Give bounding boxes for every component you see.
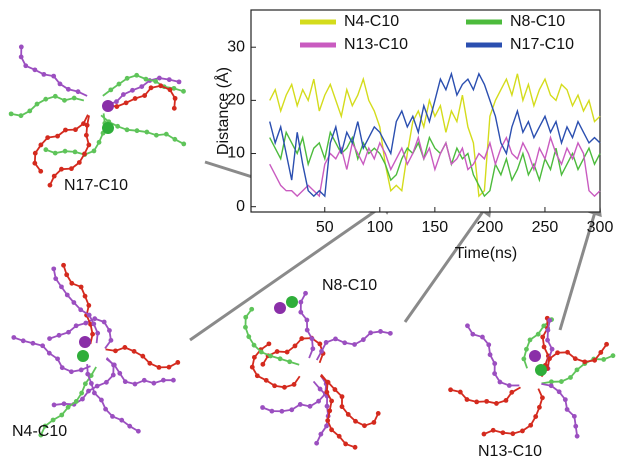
ion <box>286 296 298 308</box>
x-tick-label: 200 <box>477 219 504 236</box>
legend-label: N13-C10 <box>344 36 408 53</box>
atom <box>18 44 24 50</box>
y-tick-label: 20 <box>227 92 245 109</box>
legend-label: N4-C10 <box>344 13 399 30</box>
atom <box>574 433 580 439</box>
atom <box>61 262 66 268</box>
atom <box>38 432 44 438</box>
molecule-drawings <box>8 44 616 450</box>
atom <box>38 168 44 174</box>
atom <box>47 336 52 342</box>
ion <box>77 350 89 362</box>
arrow <box>189 203 385 342</box>
plot <box>251 46 601 212</box>
x-tick-label: 250 <box>532 219 559 236</box>
atom <box>481 431 487 437</box>
atom <box>547 317 553 323</box>
atom <box>249 306 255 312</box>
atom <box>153 132 159 138</box>
legend-swatch <box>300 42 336 48</box>
legend-label: N17-C10 <box>510 36 574 53</box>
atom <box>260 405 265 410</box>
y-tick-label: 0 <box>236 198 245 215</box>
legend-label: N8-C10 <box>510 13 565 30</box>
atom <box>610 353 616 359</box>
atom <box>8 111 14 117</box>
atom <box>43 147 49 153</box>
atom <box>314 440 320 446</box>
ion <box>274 302 286 314</box>
annotation: N8-C10 <box>322 277 377 294</box>
x-axis-label: Time(ns) <box>455 245 518 262</box>
atom <box>11 335 17 340</box>
atom <box>51 266 57 272</box>
atom <box>170 377 176 383</box>
x-tick-label: 300 <box>587 219 614 236</box>
atom <box>135 428 141 434</box>
arrow <box>403 209 486 323</box>
x-tick-label: 150 <box>422 219 449 236</box>
atom <box>375 411 381 416</box>
atom <box>266 341 272 347</box>
atom <box>47 182 53 188</box>
legend-swatch <box>300 19 336 25</box>
atom <box>51 402 57 408</box>
series-line <box>269 73 601 198</box>
atom <box>352 444 358 450</box>
atom <box>260 361 266 367</box>
atom <box>604 341 609 347</box>
y-tick-label: 30 <box>227 38 245 55</box>
atom <box>181 88 186 94</box>
atom <box>175 360 181 365</box>
annotation: N17-C10 <box>64 177 128 194</box>
y-tick-label: 10 <box>227 145 245 162</box>
x-tick-label: 100 <box>366 219 393 236</box>
ion <box>102 100 114 112</box>
atom <box>303 290 308 296</box>
ion <box>79 336 91 348</box>
atom <box>545 327 551 333</box>
atom <box>448 387 453 393</box>
ion <box>102 122 114 134</box>
ion <box>529 350 541 362</box>
atom <box>172 95 178 101</box>
series-line <box>269 71 601 198</box>
annotation: N4-C10 <box>12 423 67 440</box>
arrow <box>558 211 597 331</box>
series-line <box>269 135 601 198</box>
atom <box>387 330 393 336</box>
legend-swatch <box>466 42 502 48</box>
atom <box>176 79 182 85</box>
legend-swatch <box>466 19 502 25</box>
atom <box>181 141 187 147</box>
atom <box>555 350 560 356</box>
atom <box>545 337 550 343</box>
atom <box>72 149 78 155</box>
atom <box>465 323 470 329</box>
atom <box>548 379 554 385</box>
ion <box>535 364 547 376</box>
y-axis-label: Distance (Å) <box>213 67 232 155</box>
atom <box>171 105 177 111</box>
x-tick-label: 50 <box>316 219 334 236</box>
annotation: N13-C10 <box>478 443 542 460</box>
